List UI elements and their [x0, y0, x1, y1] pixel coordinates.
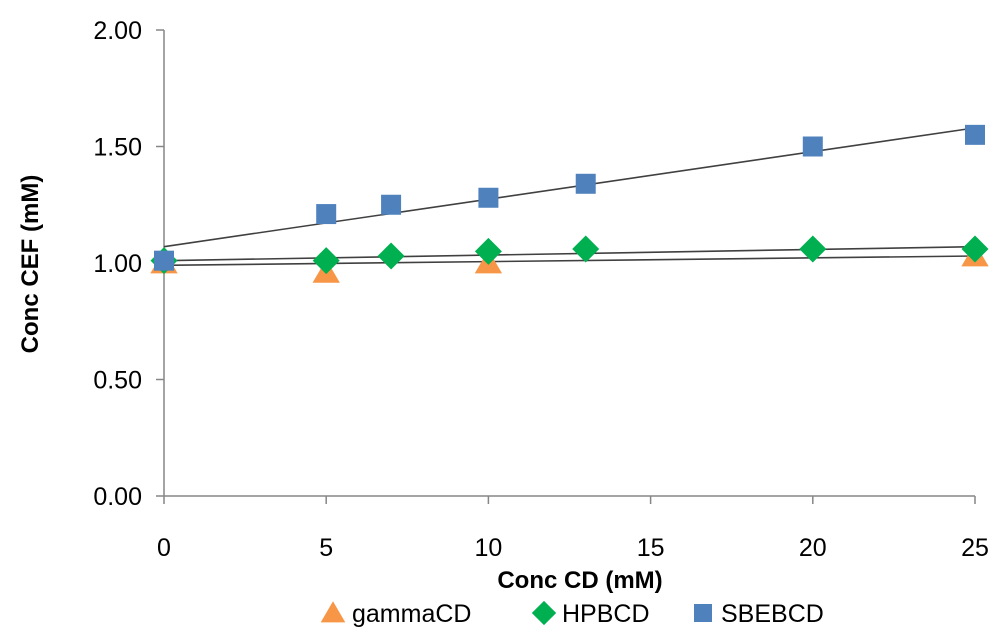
x-tick-label: 15	[637, 534, 665, 562]
trendline-gammaCD	[163, 255, 976, 267]
y-axis-title: Conc CEF (mM)	[17, 175, 44, 354]
x-tick-label: 0	[157, 534, 171, 562]
point-SBEBCD	[965, 124, 985, 145]
markers	[150, 124, 989, 283]
point-SBEBCD	[478, 187, 499, 208]
legend-marker-gammaCD	[320, 601, 346, 623]
legend-marker-SBEBCD	[694, 604, 712, 622]
x-tick-label: 5	[319, 534, 333, 562]
point-HPBCD	[572, 235, 600, 263]
point-SBEBCD	[381, 194, 402, 215]
trendlines	[163, 127, 976, 267]
x-axis-title: Conc CD (mM)	[497, 567, 662, 594]
point-SBEBCD	[802, 136, 823, 157]
point-SBEBCD	[316, 204, 337, 225]
y-tick-label: 2.00	[93, 17, 142, 45]
y-tick-label: 1.00	[93, 250, 142, 278]
y-tick-label: 0.00	[93, 483, 142, 511]
legend-label-HPBCD: HPBCD	[562, 600, 650, 628]
y-tick-label: 0.50	[93, 367, 142, 395]
x-tick-label: 25	[961, 534, 989, 562]
point-HPBCD	[377, 242, 405, 270]
x-tick-label: 20	[799, 534, 827, 562]
trendline-HPBCD	[163, 245, 976, 262]
point-HPBCD	[799, 235, 827, 263]
legend: gammaCD HPBCD SBEBCD	[320, 600, 824, 628]
point-SBEBCD	[575, 173, 596, 194]
point-SBEBCD	[154, 250, 174, 271]
point-HPBCD	[961, 235, 989, 263]
axes-layer: 0.00 0.50 1.00 1.50 2.00 0 5 10 15 20 25	[93, 17, 989, 562]
legend-marker-HPBCD	[531, 600, 557, 626]
legend-label-SBEBCD: SBEBCD	[721, 600, 824, 628]
x-tick-label: 10	[474, 534, 502, 562]
trendline-SBEBCD	[163, 127, 976, 248]
legend-label-gammaCD: gammaCD	[352, 600, 471, 628]
point-HPBCD	[474, 237, 502, 265]
y-tick-label: 1.50	[93, 134, 142, 162]
point-HPBCD	[312, 247, 340, 275]
